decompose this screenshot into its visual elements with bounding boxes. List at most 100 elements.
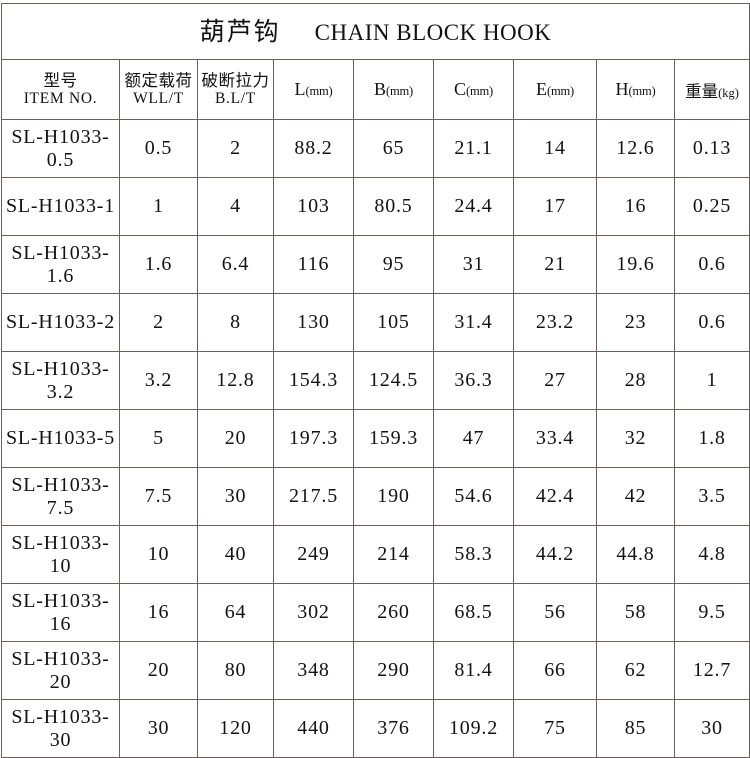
cell-wll: 3.2	[119, 351, 198, 410]
cell-H: 28	[596, 351, 675, 410]
column-header-item-no-cn: 型号	[43, 70, 78, 90]
cell-weight: 0.13	[673, 119, 750, 178]
chain-block-hook-spec-table: 葫芦钩 CHAIN BLOCK HOOK 型号 ITEM NO. 额定载荷 WL…	[0, 3, 750, 758]
cell-B: 214	[353, 525, 434, 584]
cell-C: 58.3	[433, 525, 514, 584]
table-row: SL-H1033-7.5 7.5 30 217.5 190 54.6 42.4 42 3.5	[1, 467, 750, 526]
cell-bl: 12.8	[197, 351, 274, 410]
cell-B: 260	[353, 583, 434, 642]
cell-item-no: SL-H1033-0.5	[1, 119, 120, 178]
cell-bl: 4	[197, 177, 274, 236]
cell-bl: 30	[197, 467, 274, 526]
table-row: SL-H1033-5 5 20 197.3 159.3 47 33.4 32 1.8	[1, 409, 750, 468]
cell-item-no: SL-H1033-30	[1, 699, 120, 758]
cell-L: 103	[273, 177, 354, 236]
cell-weight: 0.25	[673, 177, 750, 236]
cell-item-no: SL-H1033-1.6	[1, 235, 120, 294]
cell-H: 16	[596, 177, 675, 236]
cell-wll: 20	[119, 641, 198, 700]
cell-L: 302	[273, 583, 354, 642]
table-row: SL-H1033-10 10 40 249 214 58.3 44.2 44.8 4.8	[1, 525, 750, 584]
column-header-weight: 重量(kg)	[673, 59, 750, 120]
cell-bl: 20	[197, 409, 274, 468]
cell-L: 249	[273, 525, 354, 584]
column-header-l: L(mm)	[273, 59, 354, 120]
cell-item-no: SL-H1033-20	[1, 641, 120, 700]
cell-H: 44.8	[596, 525, 675, 584]
cell-weight: 0.6	[673, 235, 750, 294]
cell-B: 95	[353, 235, 434, 294]
cell-bl: 40	[197, 525, 274, 584]
cell-H: 85	[596, 699, 675, 758]
cell-item-no: SL-H1033-10	[1, 525, 120, 584]
cell-E: 21	[513, 235, 597, 294]
cell-L: 217.5	[273, 467, 354, 526]
cell-L: 116	[273, 235, 354, 294]
cell-E: 44.2	[513, 525, 597, 584]
column-header-wll-en: WLL/T	[133, 90, 184, 108]
table-row: SL-H1033-1 1 4 103 80.5 24.4 17 16 0.25	[1, 177, 750, 236]
column-header-c-unit: (mm)	[466, 84, 493, 98]
column-header-e-label: E	[536, 79, 547, 99]
cell-C: 54.6	[433, 467, 514, 526]
cell-bl: 80	[197, 641, 274, 700]
title-row: 葫芦钩 CHAIN BLOCK HOOK	[0, 3, 750, 60]
cell-bl: 6.4	[197, 235, 274, 294]
table-header-row: 型号 ITEM NO. 额定载荷 WLL/T 破断拉力 B.L/T	[1, 59, 750, 120]
cell-H: 32	[596, 409, 675, 468]
column-header-breaking-load: 破断拉力 B.L/T	[197, 59, 274, 120]
column-header-breaking-load-cn: 破断拉力	[201, 70, 270, 90]
cell-B: 65	[353, 119, 434, 178]
cell-B: 290	[353, 641, 434, 700]
column-header-l-label: L	[294, 79, 306, 99]
cell-wll: 10	[119, 525, 198, 584]
column-header-b-unit: (mm)	[386, 84, 413, 98]
table-row: SL-H1033-3.2 3.2 12.8 154.3 124.5 36.3 27 28 1	[1, 351, 750, 410]
cell-weight: 1	[673, 351, 750, 410]
cell-H: 23	[596, 293, 675, 352]
cell-C: 36.3	[433, 351, 514, 410]
column-header-c: C(mm)	[433, 59, 514, 120]
column-header-c-label: C	[454, 79, 467, 99]
cell-L: 88.2	[273, 119, 354, 178]
cell-item-no: SL-H1033-2	[1, 293, 120, 352]
table-body: SL-H1033-0.5 0.5 2 88.2 65 21.1 14 12.6 0.13 SL-H…	[1, 119, 750, 758]
cell-B: 124.5	[353, 351, 434, 410]
table-row: SL-H1033-2 2 8 130 105 31.4 23.2 23 0.6	[1, 293, 750, 352]
table-row: SL-H1033-1.6 1.6 6.4 116 95 31 21 19.6 0.6	[1, 235, 750, 294]
cell-C: 81.4	[433, 641, 514, 700]
cell-H: 19.6	[596, 235, 675, 294]
cell-wll: 7.5	[119, 467, 198, 526]
table-row: SL-H1033-16 16 64 302 260 68.5 56 58 9.5	[1, 583, 750, 642]
table-row: SL-H1033-30 30 120 440 376 109.2 75 85 30	[1, 699, 750, 758]
page-title-chinese: 葫芦钩	[199, 17, 281, 46]
cell-weight: 3.5	[673, 467, 750, 526]
cell-weight: 12.7	[673, 641, 750, 700]
column-header-item-no-en: ITEM NO.	[23, 90, 98, 108]
column-header-wll-cn: 额定载荷	[124, 70, 193, 90]
cell-L: 440	[273, 699, 354, 758]
cell-weight: 30	[673, 699, 750, 758]
column-header-wll: 额定载荷 WLL/T	[119, 59, 198, 120]
cell-wll: 5	[119, 409, 198, 468]
cell-H: 58	[596, 583, 675, 642]
column-header-b-label: B	[374, 79, 387, 99]
cell-bl: 120	[197, 699, 274, 758]
column-header-weight-unit: (kg)	[718, 85, 739, 100]
column-header-e: E(mm)	[513, 59, 597, 120]
cell-E: 14	[513, 119, 597, 178]
cell-wll: 0.5	[119, 119, 198, 178]
cell-C: 31	[433, 235, 514, 294]
cell-E: 17	[513, 177, 597, 236]
spec-sheet: 葫芦钩 CHAIN BLOCK HOOK 型号 ITEM NO. 额定载荷 WL…	[0, 3, 750, 758]
cell-H: 62	[596, 641, 675, 700]
cell-wll: 1.6	[119, 235, 198, 294]
cell-item-no: SL-H1033-5	[1, 409, 120, 468]
cell-L: 154.3	[273, 351, 354, 410]
cell-L: 197.3	[273, 409, 354, 468]
column-header-item-no: 型号 ITEM NO.	[1, 59, 120, 120]
column-header-h-label: H	[615, 79, 629, 99]
cell-H: 42	[596, 467, 675, 526]
cell-H: 12.6	[596, 119, 675, 178]
column-header-weight-label: 重量	[685, 81, 719, 101]
